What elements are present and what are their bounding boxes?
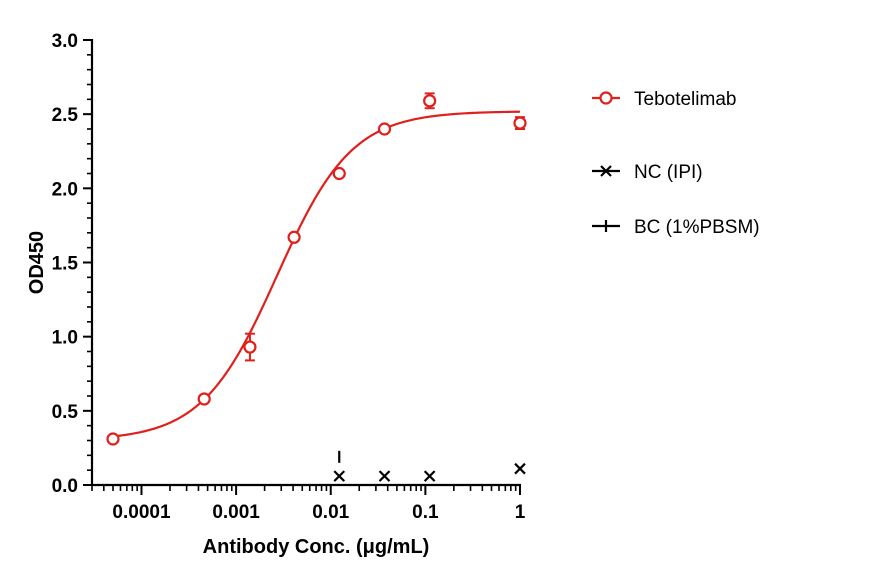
legend-item-bc-1-pbsm-: BC (1%PBSM) — [592, 217, 760, 238]
marker-x-stroke — [600, 165, 612, 177]
marker-circle — [332, 166, 346, 181]
axes: 0.0 0.5 1.0 1.5 2.0 2.5 3.0 0.0001 0.001 0.01 0.1 1 — [52, 31, 526, 523]
marker-circle — [377, 122, 392, 136]
data-point-tebotelimab — [287, 230, 301, 244]
data-point-tebotelimab — [197, 392, 211, 406]
data-point-nc-ipi- — [423, 470, 436, 482]
y-tick-label: 3.0 — [52, 31, 78, 52]
y-tick-label: 2.5 — [52, 105, 79, 126]
data-marks — [106, 92, 527, 482]
marker-circle — [599, 91, 613, 105]
legend-item-tebotelimab: Tebotelimab — [592, 89, 736, 110]
x-tick-label: 0.0001 — [112, 502, 171, 523]
data-point-tebotelimab — [332, 166, 346, 181]
y-tick-label: 1.0 — [52, 328, 78, 349]
marker-circle — [287, 230, 301, 244]
legend-item-nc-ipi-: NC (IPI) — [592, 162, 703, 183]
marker-x-stroke — [514, 462, 526, 475]
marker-x-stroke — [333, 470, 346, 482]
data-point-nc-ipi- — [514, 462, 526, 475]
data-point-tebotelimab — [243, 340, 257, 354]
y-tick-label: 1.5 — [52, 254, 79, 275]
data-point-nc-ipi- — [333, 470, 346, 482]
marker-circle — [106, 432, 120, 446]
data-point-tebotelimab — [513, 116, 527, 130]
fit-curve-tebotelimab — [112, 110, 521, 438]
legend-marker — [600, 165, 612, 177]
x-tick-label: 0.001 — [212, 502, 260, 523]
y-tick-label: 0.5 — [52, 402, 79, 423]
legend-label: NC (IPI) — [634, 162, 703, 183]
marker-circle — [197, 392, 211, 406]
legend-marker — [599, 91, 613, 105]
legend-label: BC (1%PBSM) — [634, 217, 760, 238]
y-tick-label: 2.0 — [52, 179, 78, 200]
fit-curves — [112, 110, 521, 438]
y-tick-label: 0.0 — [52, 476, 78, 497]
y-axis-title: OD450 — [26, 231, 48, 294]
x-tick-label: 1 — [515, 502, 526, 523]
marker-circle — [243, 340, 257, 354]
data-point-tebotelimab — [377, 122, 392, 136]
marker-x-stroke — [378, 470, 391, 482]
x-tick-label: 0.1 — [412, 502, 439, 523]
legend-label: Tebotelimab — [634, 89, 736, 110]
data-point-tebotelimab — [423, 94, 437, 108]
x-axis-title: Antibody Conc. (μg/mL) — [203, 536, 430, 558]
marker-x-stroke — [423, 470, 436, 482]
marker-circle — [513, 116, 527, 130]
x-tick-label: 0.01 — [312, 502, 349, 523]
data-point-tebotelimab — [106, 432, 120, 446]
legend: Tebotelimab NC (IPI) BC (1%PBSM) — [592, 89, 760, 238]
marker-circle — [423, 94, 437, 108]
data-point-nc-ipi- — [378, 470, 391, 482]
